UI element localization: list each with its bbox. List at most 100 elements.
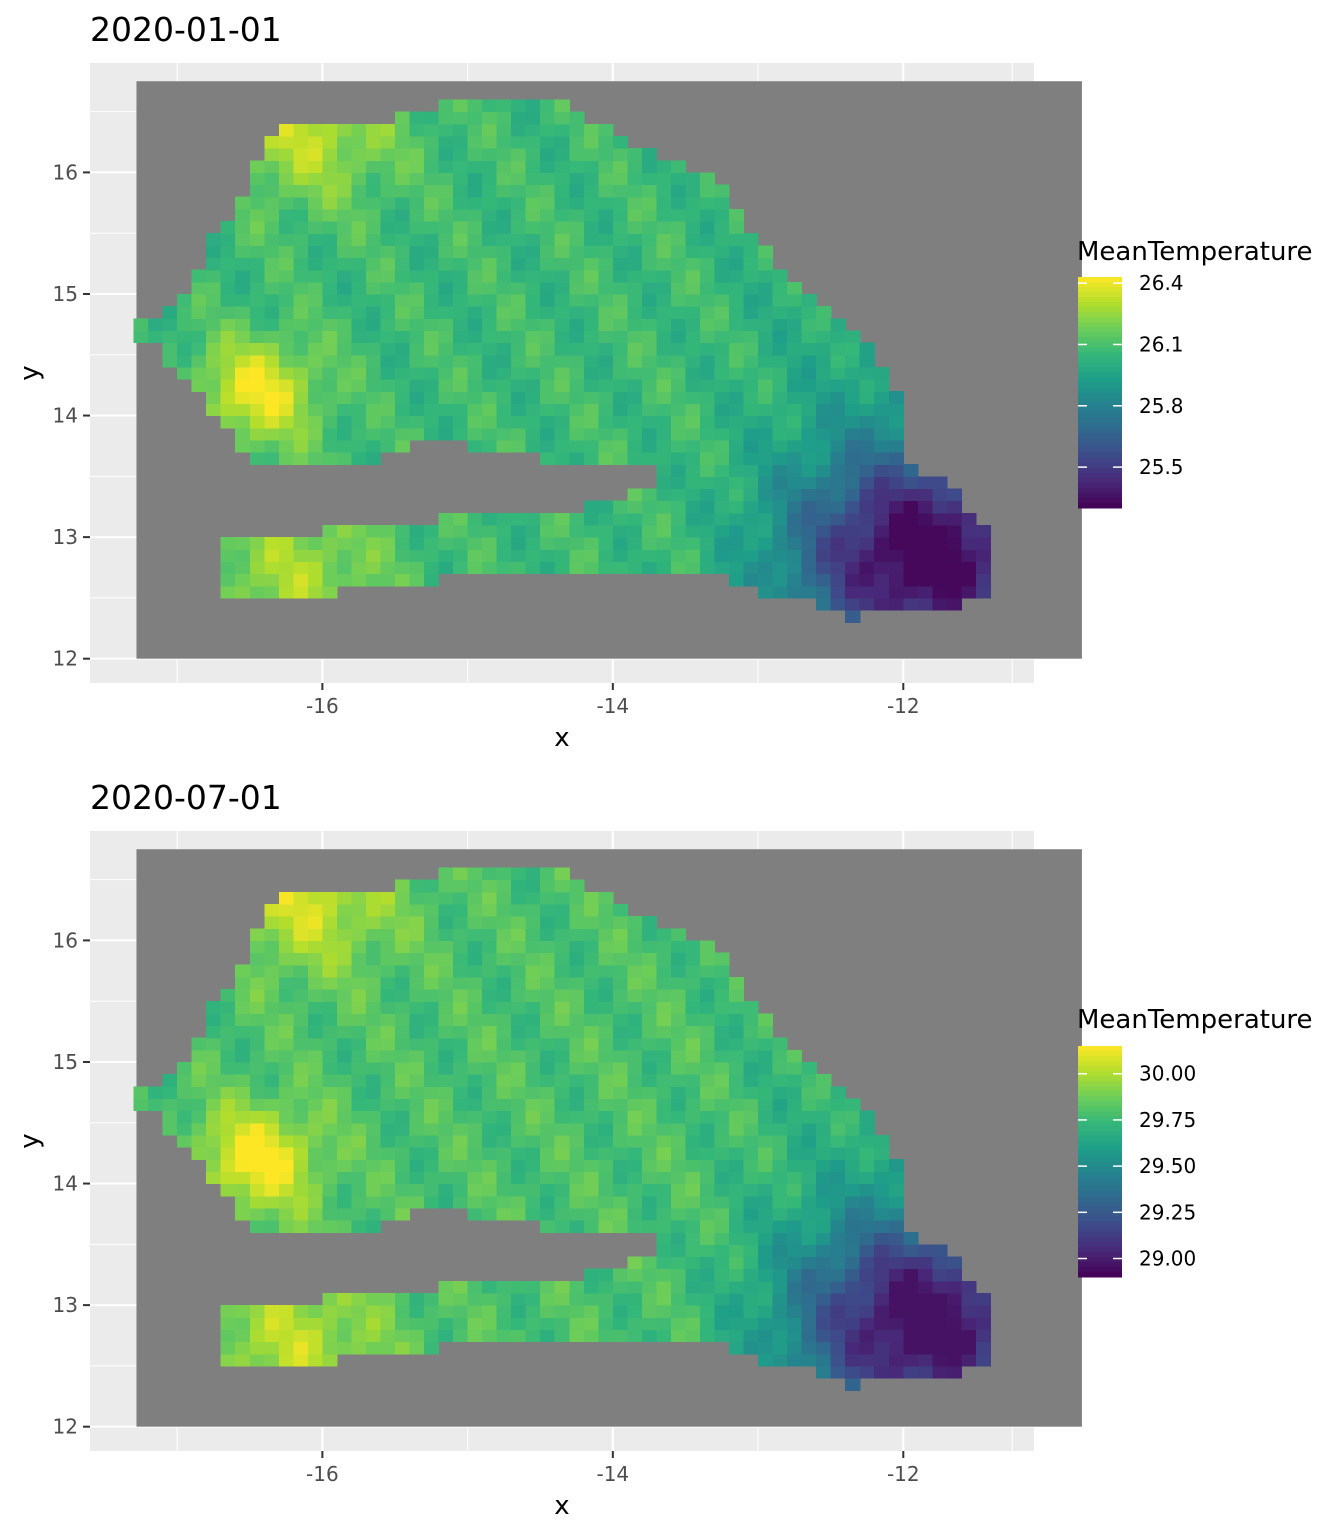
raster-cell: [511, 1049, 527, 1063]
raster-cell: [249, 585, 265, 599]
raster-cell: [874, 1183, 890, 1197]
raster-cell: [511, 293, 527, 307]
raster-cell: [714, 208, 730, 222]
raster-cell: [714, 964, 730, 978]
raster-cell: [758, 391, 774, 404]
raster-cell: [380, 989, 396, 1002]
raster-cell: [540, 1171, 556, 1185]
legend-colorbar-segment: [1078, 1196, 1122, 1203]
raster-cell: [467, 257, 483, 271]
raster-cell: [961, 585, 977, 599]
raster-cell: [729, 989, 745, 1002]
x-tick-label: -16: [306, 1462, 339, 1486]
raster-cell: [656, 1061, 672, 1075]
raster-cell: [380, 148, 396, 161]
raster-cell: [598, 928, 614, 942]
raster-cell: [453, 1195, 469, 1209]
raster-cell: [598, 903, 614, 917]
raster-cell: [511, 135, 527, 149]
raster-cell: [453, 879, 469, 893]
raster-cell: [859, 1244, 875, 1258]
raster-cell: [699, 208, 716, 222]
raster-cell: [249, 1061, 265, 1075]
raster-cell: [511, 160, 527, 174]
raster-cell: [714, 318, 730, 332]
raster-cell: [583, 1061, 599, 1075]
raster-cell: [743, 1110, 759, 1124]
raster-cell: [191, 306, 207, 319]
raster-cell: [917, 1268, 933, 1282]
raster-cell: [787, 1268, 803, 1282]
raster-cell: [336, 342, 353, 356]
raster-cell: [554, 1049, 570, 1063]
raster-cell: [453, 99, 469, 113]
raster-cell: [424, 233, 440, 246]
raster-cell: [220, 1171, 236, 1185]
raster-cell: [569, 879, 585, 893]
raster-cell: [816, 391, 832, 404]
raster-cell: [438, 221, 454, 234]
legend-colorbar-segment: [1078, 1261, 1122, 1268]
raster-cell: [453, 1292, 469, 1306]
raster-cell: [540, 1110, 556, 1124]
raster-cell: [758, 1353, 774, 1367]
raster-cell: [714, 245, 730, 259]
raster-cell: [627, 561, 643, 575]
legend-colorbar-segment: [1078, 412, 1122, 419]
raster-cell: [467, 879, 483, 893]
raster-cell: [729, 403, 745, 417]
raster-cell: [888, 1207, 904, 1221]
raster-cell: [787, 1159, 803, 1172]
raster-cell: [903, 488, 919, 502]
raster-cell: [554, 452, 570, 465]
raster-cell: [743, 1037, 759, 1051]
raster-cell: [249, 184, 265, 198]
raster-cell: [351, 281, 367, 295]
raster-cell: [946, 1256, 962, 1270]
raster-cell: [482, 561, 498, 575]
raster-cell: [293, 281, 309, 295]
raster-cell: [903, 1292, 919, 1306]
raster-cell: [264, 135, 280, 149]
raster-cell: [409, 391, 425, 404]
raster-cell: [438, 208, 454, 222]
raster-cell: [249, 208, 265, 222]
raster-cell: [482, 1329, 498, 1343]
raster-cell: [496, 1061, 512, 1075]
raster-cell: [394, 537, 411, 550]
raster-cell: [801, 1086, 817, 1100]
raster-cell: [453, 342, 469, 356]
raster-cell: [235, 269, 251, 283]
raster-cell: [453, 172, 469, 186]
raster-cell: [278, 1171, 294, 1185]
raster-cell: [206, 281, 222, 295]
raster-cell: [554, 1195, 570, 1209]
raster-cell: [525, 512, 541, 526]
raster-cell: [670, 1159, 687, 1172]
raster-cell: [699, 1171, 716, 1185]
raster-cell: [220, 281, 236, 295]
raster-cell: [627, 1159, 643, 1172]
raster-cell: [365, 330, 382, 344]
raster-cell: [670, 172, 687, 186]
raster-cell: [656, 1207, 672, 1221]
raster-cell: [293, 940, 309, 954]
raster-cell: [845, 1256, 861, 1270]
raster-cell: [496, 245, 512, 259]
raster-cell: [787, 293, 803, 307]
raster-cell: [191, 342, 207, 356]
raster-cell: [699, 1207, 716, 1221]
raster-cell: [699, 561, 716, 575]
raster-cell: [830, 597, 846, 611]
raster-cell: [467, 891, 483, 905]
raster-cell: [394, 306, 411, 319]
raster-cell: [670, 1220, 687, 1233]
raster-cell: [787, 427, 803, 441]
raster-cell: [322, 1353, 338, 1367]
raster-cell: [424, 573, 440, 587]
raster-cell: [424, 1001, 440, 1014]
raster-cell: [569, 1025, 585, 1039]
raster-cell: [351, 989, 367, 1002]
raster-cell: [525, 403, 541, 417]
legend-colorbar-segment: [1078, 1046, 1122, 1052]
